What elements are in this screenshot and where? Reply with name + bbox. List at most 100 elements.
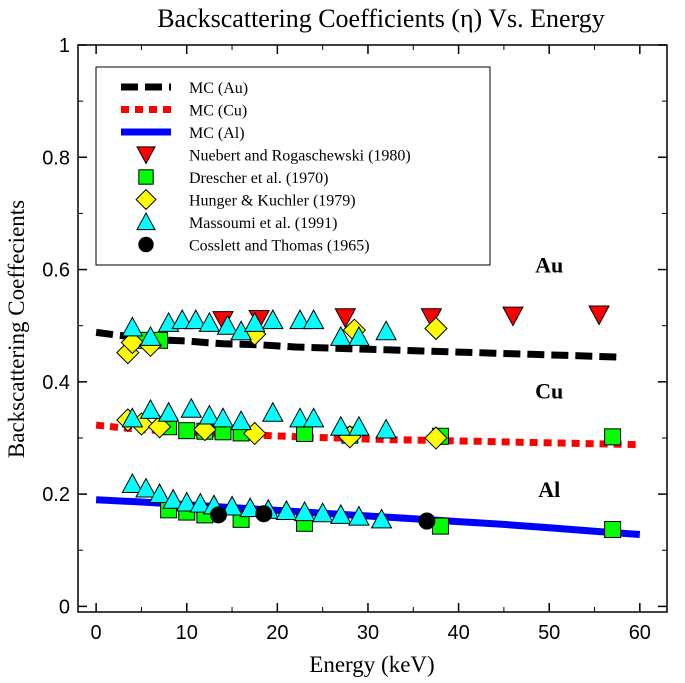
legend-item-mc-cu: MC (Cu): [121, 103, 247, 120]
legend-label: Drescher et al. (1970): [189, 170, 329, 187]
point-massoumi-et-al-1991: [162, 488, 184, 509]
y-tick-label: 0.4: [42, 372, 70, 394]
point-massoumi-et-al-1991: [230, 410, 252, 431]
point-massoumi-et-al-1991: [289, 309, 311, 330]
point-massoumi-et-al-1991: [198, 311, 221, 332]
point-cosslett-and-thomas-1965: [418, 512, 436, 530]
point-massoumi-et-al-1991: [171, 309, 194, 330]
point-massoumi-et-al-1991: [139, 398, 162, 419]
legend-marker: [135, 188, 157, 211]
x-tick-label: 60: [629, 622, 651, 644]
point-massoumi-et-al-1991: [370, 508, 393, 529]
x-tick-label: 30: [357, 622, 379, 644]
element-annotations: Au Cu Al: [535, 252, 563, 502]
point-hunger-kuchler-1979: [424, 316, 448, 341]
point-massoumi-et-al-1991: [289, 407, 311, 428]
y-tick-label: 0.2: [42, 484, 70, 506]
point-massoumi-et-al-1991: [121, 316, 144, 337]
point-massoumi-et-al-1991: [375, 418, 397, 439]
plot-area: [95, 305, 641, 538]
point-nuebert-and-rogaschewski-1980: [502, 306, 524, 327]
point-drescher-et-al-1970: [604, 520, 622, 538]
point-massoumi-et-al-1991: [348, 325, 370, 346]
point-massoumi-et-al-1991: [329, 415, 352, 436]
point-massoumi-et-al-1991: [121, 472, 144, 494]
legend-label: MC (Au): [189, 80, 248, 97]
annotation-cu: Cu: [535, 379, 563, 404]
point-massoumi-et-al-1991: [348, 505, 370, 526]
point-nuebert-and-rogaschewski-1980: [588, 305, 610, 326]
point-massoumi-et-al-1991: [216, 314, 239, 335]
point-massoumi-et-al-1991: [189, 492, 212, 513]
point-massoumi-et-al-1991: [148, 483, 171, 504]
point-massoumi-et-al-1991: [329, 325, 352, 346]
legend: MC (Au) MC (Cu) MC (Al) Nuebert and Rogasch…: [95, 66, 491, 266]
legend-item-cosslett-and-thomas-1965: Cosslett and Thomas (1965): [138, 236, 370, 255]
point-massoumi-et-al-1991: [121, 407, 144, 428]
point-massoumi-et-al-1991: [175, 491, 198, 512]
point-massoumi-et-al-1991: [198, 404, 221, 425]
chart-title: Backscattering Coefficients (η) Vs. Ener…: [157, 4, 605, 33]
legend-marker: [138, 236, 154, 253]
point-massoumi-et-al-1991: [302, 309, 325, 330]
point-massoumi-et-al-1991: [157, 401, 180, 422]
y-axis-label: Backscattering Coeffecients: [4, 200, 29, 458]
point-massoumi-et-al-1991: [302, 407, 325, 428]
legend-item-hunger-kuchler-1979: Hunger & Kuchler (1979): [135, 188, 356, 211]
point-massoumi-et-al-1991: [275, 499, 298, 520]
legend-marker: [136, 211, 156, 231]
point-massoumi-et-al-1991: [184, 309, 207, 330]
axis-ticks: 0 10 20 30 40 50 60 0 0.2 0.4 0.6 0.8 1: [42, 35, 667, 644]
point-massoumi-et-al-1991: [261, 309, 284, 330]
point-massoumi-et-al-1991: [261, 401, 284, 422]
legend-marker: [136, 146, 156, 165]
point-hunger-kuchler-1979: [120, 330, 145, 355]
x-tick-label: 0: [91, 622, 102, 644]
legend-item-mc-au: MC (Au): [121, 80, 248, 97]
legend-marker: [138, 169, 154, 185]
series-nuebert-and-rogaschewski-1980: [212, 305, 610, 332]
x-tick-label: 40: [447, 622, 469, 644]
legend-item-mc-al: MC (Al): [121, 125, 245, 142]
line-mc-au: [95, 328, 622, 361]
point-massoumi-et-al-1991: [375, 320, 397, 341]
legend-label: Cosslett and Thomas (1965): [189, 238, 370, 255]
x-tick-label: 50: [538, 622, 560, 644]
point-massoumi-et-al-1991: [135, 477, 157, 498]
legend-item-drescher-et-al-1970: Drescher et al. (1970): [138, 169, 329, 187]
point-massoumi-et-al-1991: [293, 501, 316, 522]
series-cosslett-and-thomas-1965: [209, 505, 436, 530]
point-hunger-kuchler-1979: [424, 426, 448, 450]
point-massoumi-et-al-1991: [243, 311, 266, 332]
point-massoumi-et-al-1991: [221, 495, 243, 516]
legend-item-nuebert-and-rogaschewski-1980: Nuebert and Rogaschewski (1980): [136, 146, 411, 165]
y-tick-label: 0.6: [42, 260, 70, 282]
legend-label: Hunger & Kuchler (1979): [189, 193, 356, 210]
point-massoumi-et-al-1991: [329, 503, 352, 524]
point-massoumi-et-al-1991: [212, 407, 234, 428]
plot-frame: [77, 44, 668, 613]
y-tick-label: 0.8: [42, 147, 70, 169]
y-tick-label: 0: [59, 596, 70, 618]
series-hunger-kuchler-1979: [116, 316, 448, 450]
legend-box: [95, 66, 491, 266]
point-drescher-et-al-1970: [178, 422, 196, 440]
point-massoumi-et-al-1991: [348, 415, 370, 436]
legend-label: MC (Al): [189, 125, 245, 142]
x-tick-label: 10: [176, 622, 198, 644]
point-drescher-et-al-1970: [296, 424, 314, 442]
point-massoumi-et-al-1991: [239, 497, 262, 518]
legend-item-massoumi-et-al-1991: Massoumi et al. (1991): [136, 211, 337, 232]
x-tick-label: 20: [266, 622, 288, 644]
legend-label: Massoumi et al. (1991): [189, 215, 337, 232]
point-cosslett-and-thomas-1965: [255, 505, 273, 523]
point-massoumi-et-al-1991: [311, 502, 334, 523]
legend-label: Nuebert and Rogaschewski (1980): [189, 148, 411, 165]
annotation-al: Al: [538, 477, 560, 502]
y-tick-label: 1: [59, 35, 70, 57]
point-massoumi-et-al-1991: [180, 397, 203, 418]
point-drescher-et-al-1970: [604, 428, 622, 446]
annotation-au: Au: [535, 252, 563, 277]
x-axis-label: Energy (keV): [309, 652, 434, 677]
